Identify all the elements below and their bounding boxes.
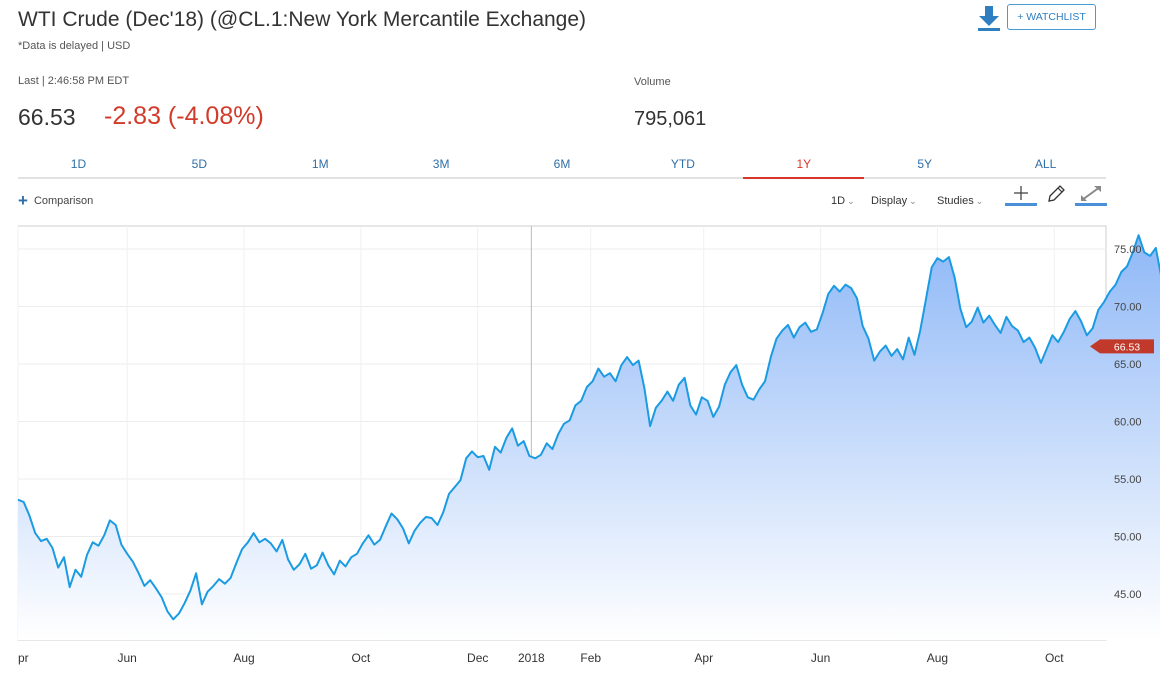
plus-icon: +: [18, 191, 28, 210]
x-tick-label: 2018: [518, 651, 545, 665]
y-tick-label: 70.00: [1114, 302, 1142, 314]
y-tick-label: 65.00: [1114, 359, 1142, 371]
pencil-icon[interactable]: [1041, 184, 1073, 206]
x-tick-label: Aug: [927, 651, 948, 665]
x-tick-label: Oct: [352, 651, 371, 665]
delayed-note: *Data is delayed | USD: [18, 40, 131, 52]
x-tick-label: Jun: [811, 651, 830, 665]
y-tick-label: 55.00: [1114, 474, 1142, 486]
page-title: WTI Crude (Dec'18) (@CL.1:New York Merca…: [18, 8, 587, 31]
price-change: -2.83 (-4.08%): [104, 102, 264, 130]
studies-label: Studies: [937, 195, 974, 207]
display-dropdown[interactable]: Display ⌄: [871, 195, 917, 207]
studies-dropdown[interactable]: Studies ⌄: [937, 195, 983, 207]
crosshair-icon[interactable]: [1005, 184, 1037, 206]
tab-1m[interactable]: 1M: [311, 157, 329, 171]
x-tick-label: Jun: [118, 651, 137, 665]
last-price-tag: [1090, 339, 1154, 354]
tab-5y[interactable]: 5Y: [917, 157, 933, 171]
y-tick-label: 45.00: [1114, 589, 1142, 601]
interval-label: 1D: [831, 195, 846, 207]
chevron-down-icon: ⌄: [909, 196, 917, 206]
tab-all[interactable]: ALL: [1034, 157, 1057, 171]
comparison-label: Comparison: [33, 195, 94, 207]
price-chart[interactable]: 45.00 50.00 55.00 60.00 65.00 70.00 75.00 pr Jun…: [0, 222, 1160, 687]
tab-1d[interactable]: 1D: [70, 157, 87, 171]
tab-ytd[interactable]: YTD: [670, 157, 695, 171]
timeframe-tabs: 1D 5D 1M 3M 6M YTD 1Y 5Y ALL: [18, 155, 1106, 179]
tab-5d[interactable]: 5D: [191, 157, 207, 171]
interval-dropdown[interactable]: 1D ⌄: [831, 195, 855, 207]
add-to-watchlist-button[interactable]: + WATCHLIST: [1007, 4, 1096, 30]
expand-icon[interactable]: [1075, 184, 1107, 206]
chevron-down-icon: ⌄: [975, 196, 984, 206]
x-tick-label: pr: [18, 651, 29, 665]
tab-6m[interactable]: 6M: [553, 157, 571, 171]
y-tick-label: 60.00: [1114, 417, 1142, 429]
last-price: 66.53: [18, 104, 76, 130]
x-tick-label: Feb: [580, 651, 601, 665]
y-tick-label: 75.00: [1114, 244, 1142, 256]
x-tick-label: Oct: [1045, 651, 1064, 665]
y-tick-label: 50.00: [1114, 532, 1142, 544]
x-tick-label: Apr: [694, 651, 713, 665]
last-trade-time: Last | 2:46:58 PM EDT: [18, 75, 130, 87]
display-label: Display: [871, 195, 908, 207]
x-tick-label: Dec: [467, 651, 488, 665]
series-line: [17, 234, 1160, 621]
series-area: [18, 235, 1160, 640]
volume-label: Volume: [634, 76, 671, 88]
x-tick-label: Aug: [233, 651, 254, 665]
volume-value: 795,061: [634, 108, 707, 130]
chevron-down-icon: ⌄: [847, 196, 855, 206]
tab-3m[interactable]: 3M: [432, 157, 450, 171]
last-price-tag-label: 66.53: [1114, 341, 1140, 353]
comparison-button[interactable]: + Comparison: [18, 191, 94, 210]
download-icon[interactable]: [976, 4, 1002, 32]
tab-1y[interactable]: 1Y: [743, 155, 865, 179]
